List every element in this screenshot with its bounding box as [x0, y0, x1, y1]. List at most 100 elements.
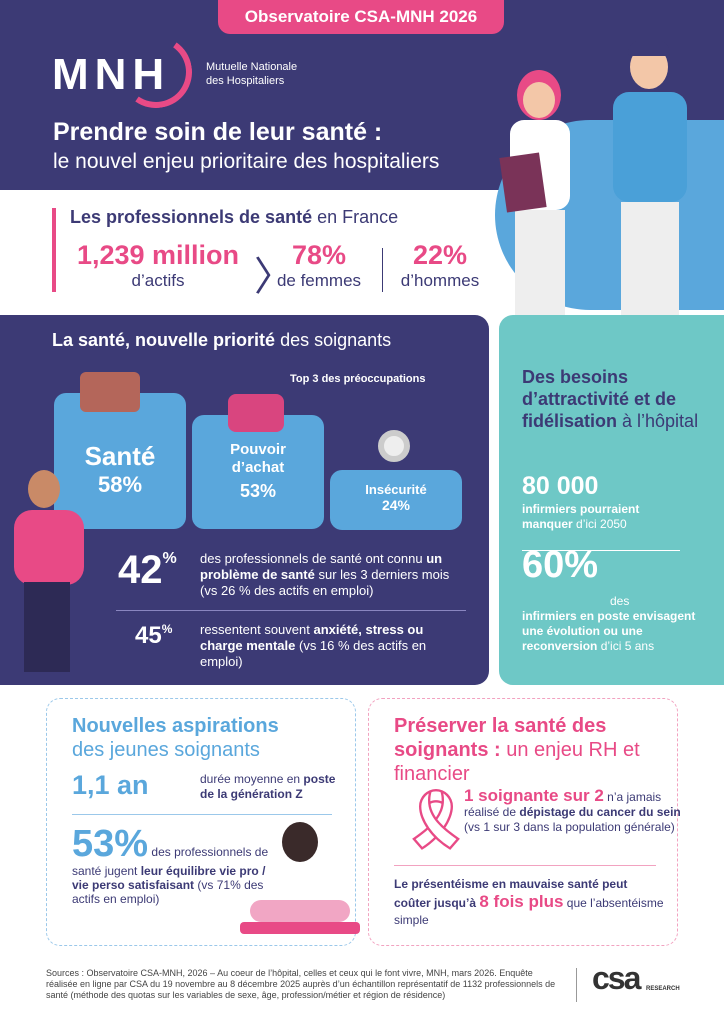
- divider: [72, 814, 332, 815]
- csa-logo: csa: [592, 960, 641, 996]
- rh-title-bold: Préserver la santé des soignants :: [394, 715, 607, 761]
- stat-value: 45: [135, 622, 162, 649]
- card-value: 58%: [97, 472, 143, 497]
- text: sur les 3 derniers mois (vs 26 % des act…: [200, 567, 450, 598]
- text-bold: un problème de santé: [200, 551, 443, 582]
- priority-title-bold: La santé, nouvelle priorité: [52, 330, 276, 350]
- mnh-logo: MNH: [52, 50, 171, 99]
- text: des: [610, 594, 630, 608]
- text: des professionnels de santé ont connu: [200, 551, 427, 566]
- stat-1-1-an: 1,1 an: [72, 770, 149, 800]
- logo-sub-1: Mutuelle Nationale: [206, 61, 298, 73]
- medicine-icon: [80, 372, 140, 412]
- text: d’ici 5 ans: [597, 639, 655, 653]
- card-insecurite: Insécurité 24%: [330, 470, 462, 530]
- stat-percent: %: [162, 550, 177, 567]
- young-title-bold: Nouvelles aspirations: [72, 715, 279, 737]
- text: (vs 71% des actifs en emploi): [72, 878, 264, 906]
- card-label: Insécurité: [365, 482, 427, 497]
- stat-label: d’hommes: [400, 271, 480, 290]
- stat-label: de femmes: [276, 271, 362, 290]
- text: (vs 1 sur 3 dans la population générale): [464, 820, 675, 834]
- text: que l’absentéisme simple: [394, 896, 664, 927]
- text-bold: dépistage du cancer du sein: [519, 805, 681, 819]
- stat-value: 22%: [412, 240, 468, 270]
- card-label: Pouvoir d’achat: [230, 441, 286, 476]
- sources-text: Sources : Observatoire CSA-MNH, 2026 – A…: [46, 968, 556, 1000]
- divider: [522, 550, 680, 551]
- stat-80000: 80 000: [522, 472, 599, 500]
- stat-value: 8 fois plus: [479, 892, 564, 911]
- nurses-illustration: [495, 30, 724, 350]
- text: ressentent souvent: [200, 622, 314, 637]
- divider: [116, 610, 466, 611]
- observatoire-badge: Observatoire CSA-MNH 2026: [218, 0, 504, 34]
- top3-label: Top 3 des préoccupations: [290, 373, 426, 385]
- young-title: Nouvelles aspirations des jeunes soignant…: [72, 714, 279, 762]
- young-section: [46, 698, 356, 946]
- text-bold: infirmiers pourraient manquer: [522, 502, 640, 531]
- card-value: 24%: [381, 497, 411, 513]
- stat-value: 53%: [72, 823, 149, 865]
- stat-45-text: ressentent souvent anxiété, stress ou ch…: [200, 622, 462, 670]
- page-title: Prendre soin de leur santé :: [53, 118, 383, 146]
- camera-icon: [378, 430, 410, 462]
- stat-45: 45%: [135, 622, 172, 650]
- divider: [576, 968, 577, 1002]
- rh-title: Préserver la santé des soignants : un en…: [394, 714, 664, 786]
- pros-accent-bar: [52, 208, 56, 292]
- stat-value: 1 soignante sur 2: [464, 786, 604, 805]
- pros-title-rest: en France: [312, 207, 399, 227]
- stat-femmes: 78% de femmes: [265, 240, 373, 291]
- divider: [394, 865, 656, 866]
- text: (vs 16 % des actifs en emploi): [200, 638, 427, 669]
- stat-value: 60%: [522, 544, 599, 586]
- stat-actifs: 1,239 million d’actifs: [68, 240, 248, 291]
- presenteisme-text: Le présentéisme en mauvaise santé peut c…: [394, 876, 664, 929]
- stat-42-text: des professionnels de santé ont connu un…: [200, 551, 462, 599]
- text-bold: poste de la génération Z: [200, 772, 336, 801]
- stat-1-1-an-text: durée moyenne en poste de la génération …: [200, 772, 350, 802]
- text: durée moyenne en: [200, 772, 304, 786]
- pink-ribbon-icon: 🎗: [398, 786, 475, 853]
- card-label: Santé: [84, 441, 156, 471]
- text: des professionnels de santé jugent: [72, 845, 269, 878]
- stat-value: 42: [118, 548, 163, 592]
- card-sante: Santé 58%: [54, 393, 186, 529]
- card-value: 53%: [239, 481, 277, 501]
- pros-title-bold: Les professionnels de santé: [70, 207, 313, 227]
- attract-title-rest: à l’hôpital: [617, 411, 699, 431]
- stat-53-text: 53% des professionnels de santé jugent l…: [72, 824, 272, 906]
- stat-80000-text: infirmiers pourraient manquer d’ici 2050: [522, 502, 692, 532]
- stat-60-text: 60% des infirmiers en poste envisagent u…: [522, 546, 697, 654]
- text-bold: infirmiers en poste envisagent une évolu…: [522, 609, 696, 653]
- text-bold: Le présentéisme en mauvaise santé peut c…: [394, 877, 628, 910]
- stat-value: 1,239 million: [76, 240, 240, 270]
- pros-title: Les professionnels de santé en France: [70, 207, 398, 228]
- attract-section: [499, 315, 724, 685]
- stat-42: 42%: [118, 548, 177, 593]
- card-pouvoir-achat: Pouvoir d’achat 53%: [192, 415, 324, 529]
- stressed-person-illustration: [10, 470, 100, 685]
- stat-hommes: 22% d’hommes: [388, 240, 492, 291]
- attract-title-bold: Des besoins d’attractivité et de fidélis…: [522, 367, 677, 431]
- stat-percent: %: [161, 622, 173, 636]
- csa-research-label: RESEARCH: [646, 986, 680, 992]
- logo-subtitle: Mutuelle Nationale des Hospitaliers: [206, 60, 297, 88]
- priority-title: La santé, nouvelle priorité des soignant…: [52, 330, 391, 351]
- rh-section: [368, 698, 678, 946]
- young-title-rest: des jeunes soignants: [72, 739, 260, 761]
- stat-1-sur-2: 1 soignante sur 2 n’a jamais réalisé de …: [464, 786, 684, 835]
- yoga-illustration: [240, 822, 360, 942]
- text: n’a jamais réalisé de: [464, 790, 662, 819]
- chevron-right-icon: 〉: [254, 255, 294, 299]
- wallet-icon: [228, 394, 284, 432]
- attract-title: Des besoins d’attractivité et de fidélis…: [522, 366, 702, 432]
- text: d’ici 2050: [572, 517, 627, 531]
- rh-title-rest: un enjeu RH et financier: [394, 739, 640, 785]
- divider: [382, 248, 383, 292]
- stat-label: d’actifs: [131, 271, 185, 290]
- text-bold: anxiété, stress ou charge mentale: [200, 622, 424, 653]
- logo-sub-2: des Hospitaliers: [206, 75, 285, 87]
- priority-title-rest: des soignants: [275, 330, 392, 350]
